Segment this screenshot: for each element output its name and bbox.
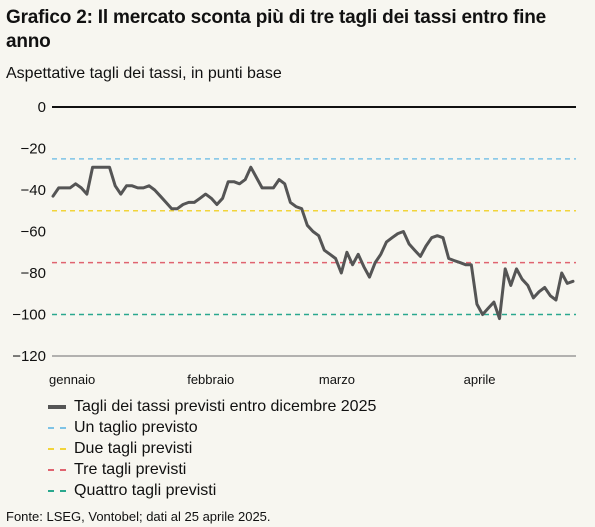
y-tick-label: −40 — [21, 182, 46, 199]
series-line-tagli-previsti — [51, 165, 575, 321]
y-tick-label: −80 — [21, 265, 46, 282]
legend-swatch-solid — [48, 404, 66, 409]
x-tick-label: marzo — [319, 372, 355, 387]
legend-label: Tre tagli previsti — [74, 461, 187, 478]
legend-label: Un taglio previsto — [74, 419, 198, 436]
y-tick-label: −100 — [12, 307, 46, 324]
legend-swatch-dashed — [48, 426, 66, 429]
x-tick-label: gennaio — [49, 372, 95, 387]
chart-subtitle: Aspettative tagli dei tassi, in punti ba… — [6, 65, 282, 82]
y-tick-label: −120 — [12, 348, 46, 365]
legend-swatch-dashed — [48, 447, 66, 450]
chart-title: Grafico 2: Il mercato sconta più di tre … — [6, 7, 547, 52]
legend-label: Due tagli previsti — [74, 440, 193, 457]
y-tick-label: −20 — [21, 141, 46, 158]
source-note: Fonte: LSEG, Vontobel; dati al 25 aprile… — [6, 509, 271, 524]
legend-item-tre-tagli: Tre tagli previsti — [48, 459, 376, 480]
legend-swatch-dashed — [48, 489, 66, 492]
legend-item-quattro-tagli: Quattro tagli previsti — [48, 480, 376, 501]
legend-item-tagli-previsti: Tagli dei tassi previsti entro dicembre … — [48, 396, 376, 417]
legend-item-due-tagli: Due tagli previsti — [48, 438, 376, 459]
legend-label: Tagli dei tassi previsti entro dicembre … — [74, 398, 377, 415]
x-tick-label: aprile — [464, 372, 496, 387]
legend-label: Quattro tagli previsti — [74, 482, 217, 499]
legend-item-un-taglio: Un taglio previsto — [48, 417, 376, 438]
chart-legend: Tagli dei tassi previsti entro dicembre … — [48, 396, 376, 501]
x-tick-label: febbraio — [187, 372, 234, 387]
legend-swatch-dashed — [48, 468, 66, 471]
y-tick-label: 0 — [38, 99, 46, 116]
y-tick-label: −60 — [21, 224, 46, 241]
